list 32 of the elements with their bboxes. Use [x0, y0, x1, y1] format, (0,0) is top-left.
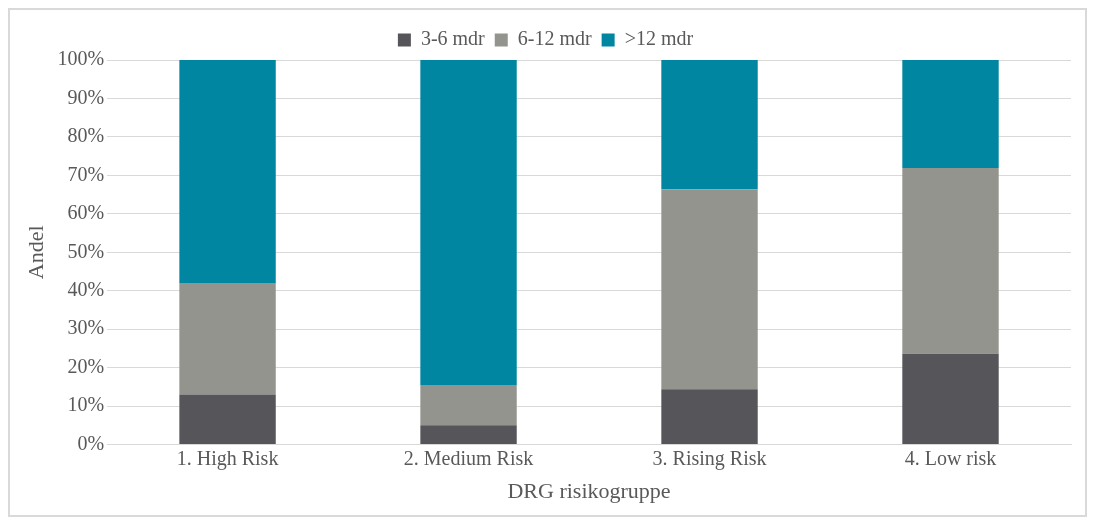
bar: [902, 168, 999, 354]
legend-label: 3-6 mdr: [420, 27, 486, 50]
bar: [420, 384, 517, 426]
bar: [902, 353, 999, 445]
y-tick-label: 60%: [67, 201, 105, 224]
x-tick-label: 2. Medium Risk: [403, 446, 534, 469]
x-tick-label: 1. High Risk: [176, 446, 279, 470]
bar: [661, 60, 758, 190]
y-tick-label: 100%: [57, 47, 105, 70]
legend-label: 6-12 mdr: [517, 27, 592, 50]
x-tick-label: 3. Rising Risk: [652, 446, 767, 470]
y-tick-label: 80%: [67, 124, 105, 147]
y-tick-label: 20%: [67, 354, 105, 377]
legend-label: >12 mdr: [624, 27, 694, 50]
y-tick-label: 0%: [77, 431, 105, 454]
y-tick-label: 40%: [67, 278, 105, 301]
y-tick-label: 30%: [67, 316, 105, 339]
x-axis-title: DRG risikogruppe: [507, 477, 671, 503]
y-axis-title: Andel: [22, 225, 48, 280]
bar: [179, 394, 276, 445]
bar: [179, 283, 276, 395]
y-tick-label: 90%: [67, 85, 105, 108]
x-tick-label: 4. Low risk: [904, 446, 997, 469]
bar: [420, 425, 517, 445]
bar: [902, 60, 999, 169]
y-tick-label: 10%: [67, 393, 105, 416]
bar: [420, 60, 517, 385]
bar: [661, 389, 758, 445]
bar: [179, 60, 276, 284]
y-tick-label: 70%: [67, 162, 105, 185]
y-tick-label: 50%: [67, 239, 105, 262]
bar: [661, 189, 758, 390]
